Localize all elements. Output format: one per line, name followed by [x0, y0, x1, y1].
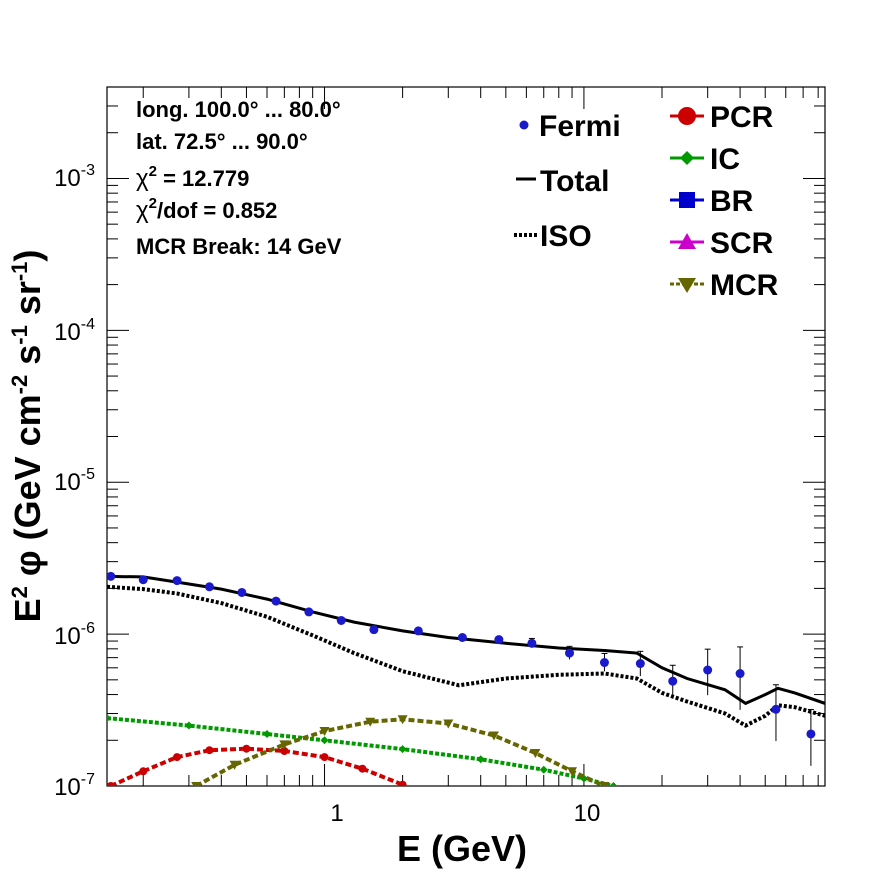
pcr-point: [358, 764, 367, 773]
mcr-point: [365, 717, 376, 727]
ic-point: [476, 755, 485, 764]
legend-left: Fermi Total ISO: [514, 110, 621, 253]
fermi-point: [304, 607, 314, 617]
series-layer: [107, 571, 825, 786]
ic-point: [539, 765, 548, 774]
pcr-point: [107, 782, 115, 786]
annotation-latitude: lat. 72.5° ... 90.0°: [136, 129, 308, 154]
fermi-point: [107, 571, 116, 581]
fermi-point: [565, 648, 575, 658]
legend-ic-label: IC: [710, 143, 740, 176]
fermi-point: [494, 635, 504, 645]
fermi-point: [599, 658, 609, 668]
fermi-point: [172, 576, 182, 586]
legend-scr-label: SCR: [710, 227, 774, 260]
y-tick-label-1e-4: 10-4: [54, 316, 95, 346]
legend-pcr-marker: [678, 107, 696, 125]
ic-point: [107, 714, 111, 723]
mcr-point: [319, 727, 330, 737]
mcr-point: [488, 731, 499, 741]
legend-br-label: BR: [710, 185, 754, 218]
x-tick-label-10: 10: [574, 800, 601, 827]
legend-fermi-label: Fermi: [539, 110, 621, 143]
pcr-point: [398, 780, 407, 786]
legend-right: PCR IC BR SCR MCR: [670, 101, 779, 302]
fermi-point: [527, 638, 537, 648]
pcr-line: [109, 746, 404, 786]
y-tick-label-1e-6: 10-6: [54, 620, 95, 650]
x-tick-label-1: 1: [330, 800, 343, 827]
fermi-point: [771, 704, 781, 714]
fermi-point: [369, 625, 379, 635]
legend-br-marker: [679, 192, 695, 208]
fermi-point: [703, 665, 713, 675]
ic-point: [609, 782, 618, 786]
annotation-mcr-break: MCR Break: 14 GeV: [136, 234, 342, 259]
pcr-point: [280, 746, 289, 755]
legend-pcr-label: PCR: [710, 101, 774, 134]
mcr-point: [443, 719, 454, 729]
mcr-point: [567, 767, 578, 777]
fermi-point: [635, 659, 645, 669]
mcr-point: [530, 748, 541, 758]
legend-fermi-marker: [519, 120, 529, 130]
fermi-point: [271, 596, 281, 606]
fermi-point: [413, 626, 423, 636]
legend-total-label: Total: [540, 165, 609, 198]
ic-point: [262, 729, 271, 738]
ic-point: [398, 745, 407, 754]
mcr-point: [397, 715, 408, 725]
fermi-point: [336, 615, 346, 625]
mcr-point: [599, 782, 610, 786]
fermi-point: [668, 676, 678, 686]
annotation-chi2-dof: χ2/dof = 0.852: [136, 195, 277, 224]
x-axis-title: E (GeV): [397, 828, 527, 869]
legend-ic-marker: [680, 151, 694, 165]
y-axis-title: E2φ(GeV cm-2 s-1 sr-1): [7, 250, 48, 623]
y-tick-label-1e-3: 10-3: [54, 162, 95, 192]
fermi-point: [204, 582, 214, 592]
legend-iso-label: ISO: [540, 220, 592, 253]
fermi-point: [806, 729, 816, 739]
legend-scr-marker: [678, 233, 696, 249]
iso-line: [107, 584, 825, 728]
legend-mcr-label: MCR: [710, 269, 779, 302]
y-tick-label-1e-5: 10-5: [54, 466, 95, 496]
pcr-point: [173, 753, 182, 762]
ic-point: [320, 736, 329, 745]
ic-point: [184, 721, 193, 730]
mcr-point: [229, 760, 240, 770]
total-line: [107, 574, 825, 706]
mcr-point: [279, 740, 290, 750]
fermi-point: [457, 632, 467, 642]
pcr-point: [242, 744, 251, 753]
pcr-point: [139, 767, 148, 776]
y-tick-label-1e-7: 10-7: [54, 771, 95, 801]
annotation-longitude: long. 100.0° ... 80.0°: [136, 97, 341, 122]
pcr-point: [205, 746, 214, 755]
fermi-point: [237, 587, 247, 597]
fermi-point: [735, 669, 745, 679]
pcr-point: [320, 753, 329, 762]
legend-mcr-marker: [678, 278, 696, 293]
axis-ticks: [107, 86, 825, 787]
fit-annotations: long. 100.0° ... 80.0° lat. 72.5° ... 90…: [136, 97, 342, 259]
annotation-chi2: χ2 = 12.779: [136, 163, 249, 192]
mcr-point: [191, 782, 202, 786]
fermi-point: [138, 575, 148, 585]
